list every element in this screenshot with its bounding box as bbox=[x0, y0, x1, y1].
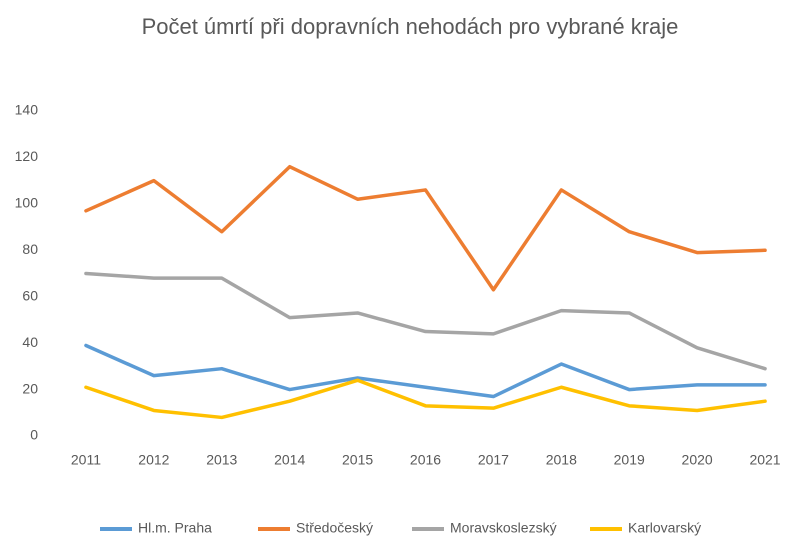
data-line bbox=[84, 343, 767, 399]
legend-label: Středočeský bbox=[296, 520, 373, 536]
y-tick-label: 40 bbox=[22, 334, 38, 350]
y-tick-label: 60 bbox=[22, 287, 38, 303]
y-tick-label: 20 bbox=[22, 380, 38, 396]
x-tick-label: 2015 bbox=[342, 452, 373, 468]
x-tick-label: 2012 bbox=[138, 452, 169, 468]
y-tick-label: 80 bbox=[22, 241, 38, 257]
y-tick-label: 100 bbox=[15, 195, 39, 211]
x-tick-label: 2021 bbox=[749, 452, 780, 468]
x-tick-label: 2018 bbox=[546, 452, 577, 468]
y-tick-label: 0 bbox=[30, 427, 38, 443]
legend-label: Hl.m. Praha bbox=[138, 520, 212, 536]
x-tick-label: 2017 bbox=[478, 452, 509, 468]
chart-title: Počet úmrtí při dopravních nehodách pro … bbox=[142, 14, 679, 39]
legend-label: Moravskoslezský bbox=[450, 520, 557, 536]
x-tick-label: 2013 bbox=[206, 452, 237, 468]
data-line bbox=[84, 271, 767, 371]
data-line bbox=[84, 378, 767, 420]
x-tick-label: 2014 bbox=[274, 452, 305, 468]
y-tick-label: 140 bbox=[15, 102, 39, 118]
x-tick-label: 2016 bbox=[410, 452, 441, 468]
legend-label: Karlovarský bbox=[628, 520, 701, 536]
y-tick-label: 120 bbox=[15, 148, 39, 164]
x-tick-label: 2011 bbox=[71, 452, 101, 468]
x-tick-label: 2019 bbox=[614, 452, 645, 468]
x-tick-label: 2020 bbox=[682, 452, 713, 468]
data-line bbox=[84, 164, 767, 292]
